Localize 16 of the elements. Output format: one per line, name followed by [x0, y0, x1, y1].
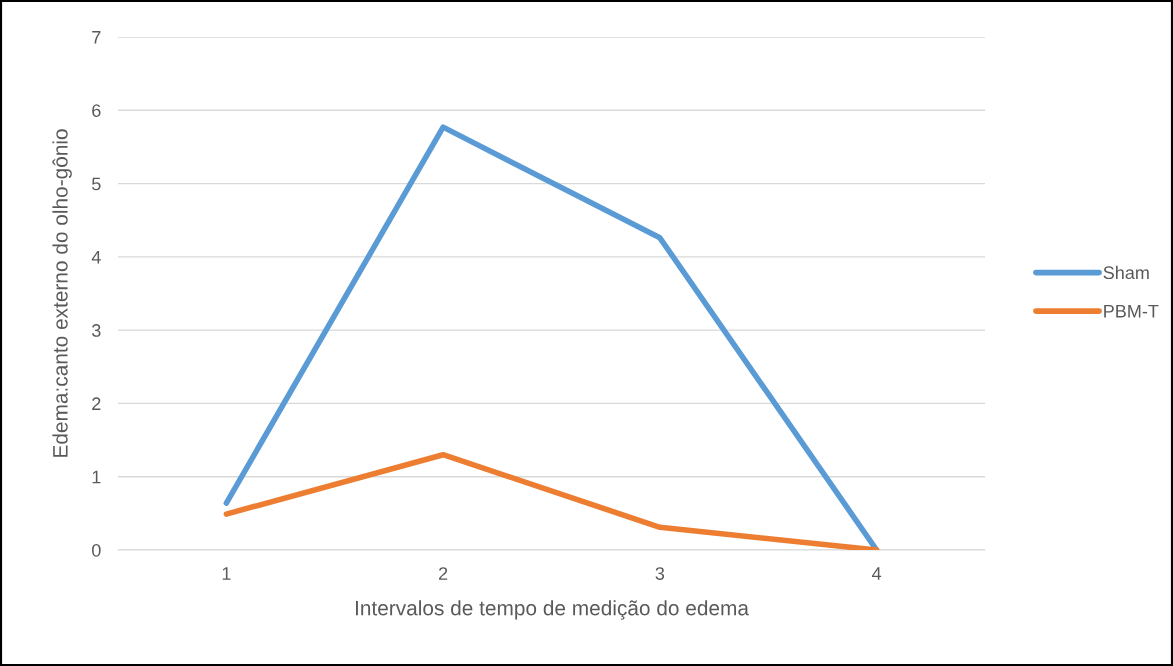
y-tick-label: 5 — [92, 177, 101, 191]
legend-label: Sham — [1103, 265, 1149, 280]
y-tick-label: 6 — [92, 104, 101, 118]
legend-label: PBM-T — [1104, 305, 1159, 318]
x-tick-label: 4 — [872, 567, 882, 580]
y-tick-label: 2 — [92, 397, 101, 410]
x-tick-label: 3 — [655, 567, 665, 580]
y-tick-label: 1 — [92, 470, 101, 484]
x-tick-label: 2 — [439, 567, 448, 580]
y-tick-label: 7 — [92, 31, 101, 44]
y-tick-label: 0 — [92, 543, 101, 557]
x-tick-label: 1 — [222, 567, 231, 580]
y-tick-label: 4 — [91, 250, 101, 264]
y-axis-title: Edema:canto externo do olho-gônio — [52, 129, 72, 457]
y-tick-label: 3 — [91, 324, 101, 337]
x-axis-title: Intervalos de tempo de medição do edema — [355, 600, 749, 620]
